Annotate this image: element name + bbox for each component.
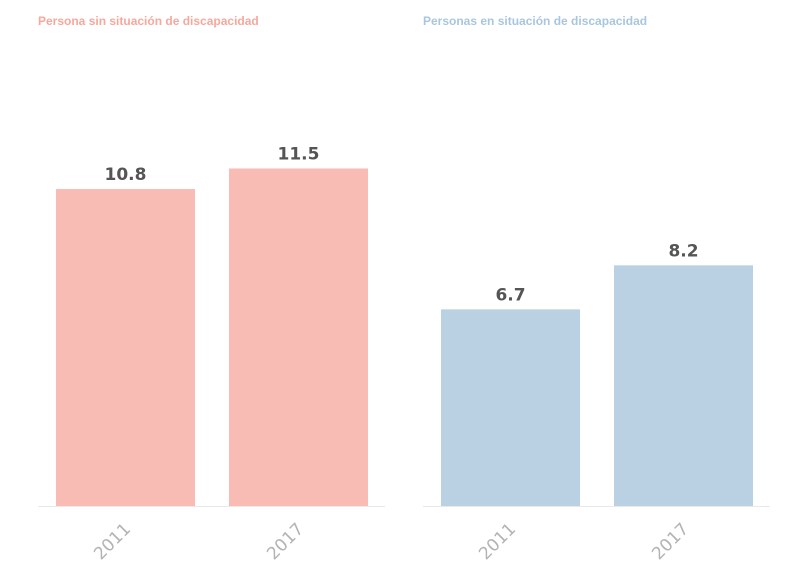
bar-left-2017 <box>229 168 368 506</box>
chart-title-right: Personas en situación de discapacidad <box>423 14 648 28</box>
x-tick-label-left-2017: 2017 <box>263 519 308 564</box>
x-tick-label-right-2011: 2011 <box>475 519 520 564</box>
x-tick-label-right-2017: 2017 <box>648 519 693 564</box>
data-label-left-2011: 10.8 <box>105 165 147 185</box>
x-tick-label-left-2011: 2011 <box>90 519 135 564</box>
bar-left-2011 <box>56 189 195 506</box>
chart-title-left: Persona sin situación de discapacidad <box>38 14 259 28</box>
bar-right-2017 <box>614 265 753 506</box>
data-label-right-2017: 8.2 <box>668 241 698 261</box>
data-label-right-2011: 6.7 <box>495 285 525 305</box>
bar-right-2011 <box>441 309 580 506</box>
data-label-left-2017: 11.5 <box>278 144 320 164</box>
